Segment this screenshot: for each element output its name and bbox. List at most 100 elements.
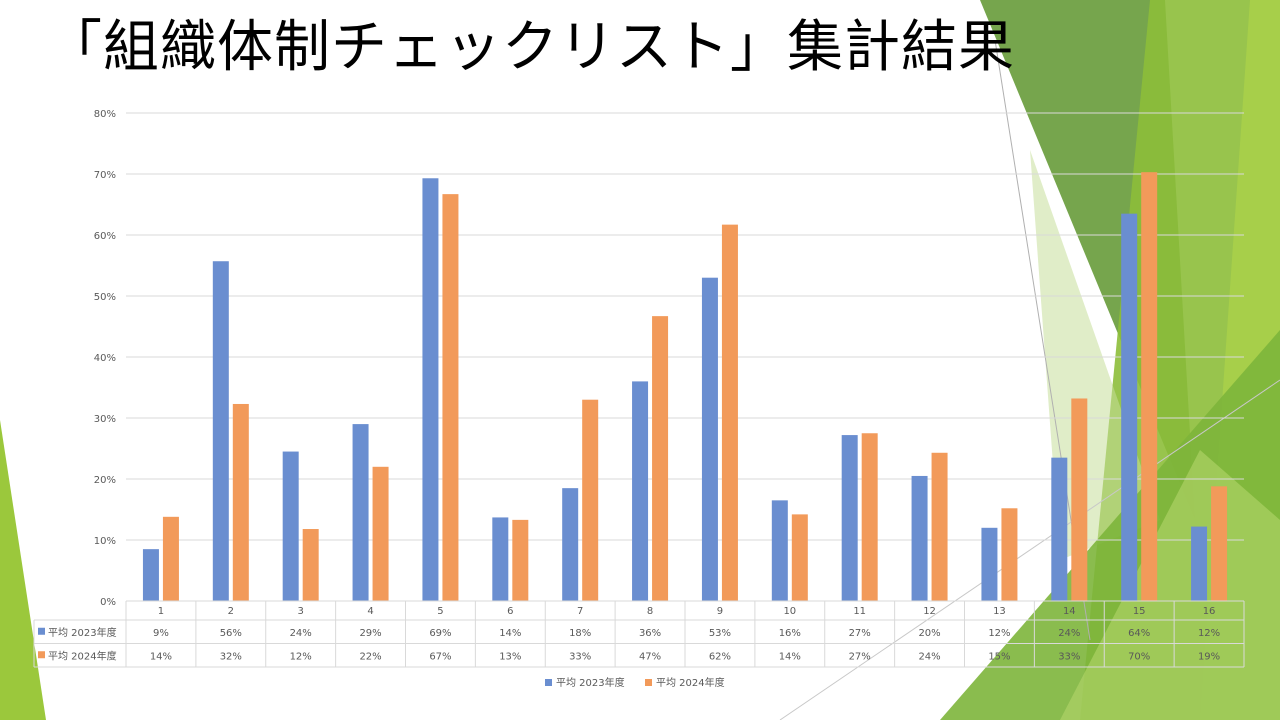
table-value: 33% <box>1058 651 1080 662</box>
legend-label: 平均 2024年度 <box>656 676 725 689</box>
bar-2024-cat-5 <box>442 194 459 601</box>
bar-2023-cat-11 <box>841 435 858 601</box>
bar-2023-cat-10 <box>771 500 788 601</box>
bar-2024-cat-12 <box>931 452 948 601</box>
table-series-key <box>38 651 45 659</box>
bar-2024-cat-9 <box>721 224 738 601</box>
y-tick-label: 70% <box>94 170 116 181</box>
table-value: 22% <box>359 651 381 662</box>
table-value: 14% <box>150 651 172 662</box>
bar-2023-cat-14 <box>1051 457 1068 601</box>
bar-2024-cat-8 <box>652 316 669 601</box>
table-value: 24% <box>1058 628 1080 639</box>
x-category-label: 9 <box>717 606 723 617</box>
y-tick-label: 20% <box>94 475 116 486</box>
x-category-label: 15 <box>1133 606 1146 617</box>
table-value: 9% <box>153 628 169 639</box>
x-category-label: 12 <box>923 606 936 617</box>
table-value: 16% <box>779 628 801 639</box>
x-category-label: 16 <box>1203 606 1216 617</box>
table-value: 27% <box>849 628 871 639</box>
bar-2023-cat-16 <box>1191 526 1208 601</box>
table-value: 36% <box>639 628 661 639</box>
bar-2023-cat-7 <box>562 488 579 601</box>
legend-swatch <box>645 679 652 686</box>
table-value: 56% <box>220 628 242 639</box>
bar-2024-cat-6 <box>512 519 529 601</box>
x-category-label: 1 <box>158 606 164 617</box>
y-tick-label: 30% <box>94 414 116 425</box>
bar-2024-cat-16 <box>1211 486 1228 601</box>
x-category-label: 2 <box>228 606 234 617</box>
table-value: 70% <box>1128 651 1150 662</box>
bar-2024-cat-2 <box>232 403 249 601</box>
x-category-label: 6 <box>507 606 513 617</box>
x-category-label: 5 <box>437 606 443 617</box>
table-value: 24% <box>918 651 940 662</box>
table-value: 47% <box>639 651 661 662</box>
x-category-label: 11 <box>853 606 866 617</box>
thin-diagonal-line-2 <box>779 379 1280 720</box>
bar-2023-cat-1 <box>142 549 159 601</box>
bar-2024-cat-1 <box>162 516 179 601</box>
table-value: 64% <box>1128 628 1150 639</box>
y-tick-label: 40% <box>94 353 116 364</box>
bar-2023-cat-5 <box>422 178 439 601</box>
table-value: 29% <box>359 628 381 639</box>
bar-2024-cat-13 <box>1001 508 1018 601</box>
bar-2023-cat-13 <box>981 527 998 601</box>
table-value: 15% <box>988 651 1010 662</box>
bar-2023-cat-8 <box>632 381 649 601</box>
table-value: 20% <box>918 628 940 639</box>
y-tick-label: 10% <box>94 536 116 547</box>
legend-swatch <box>545 679 552 686</box>
table-value: 14% <box>499 628 521 639</box>
table-value: 67% <box>429 651 451 662</box>
bar-2024-cat-4 <box>372 466 389 601</box>
bar-2023-cat-6 <box>492 517 509 601</box>
x-category-label: 13 <box>993 606 1006 617</box>
table-value: 24% <box>290 628 312 639</box>
table-series-name: 平均 2024年度 <box>48 649 117 662</box>
x-category-label: 10 <box>783 606 796 617</box>
bar-2024-cat-7 <box>582 399 599 601</box>
table-series-key <box>38 627 45 635</box>
bar-2024-cat-11 <box>861 433 878 601</box>
table-value: 53% <box>709 628 731 639</box>
bar-2024-cat-10 <box>791 514 808 601</box>
table-value: 69% <box>429 628 451 639</box>
table-value: 12% <box>290 651 312 662</box>
table-value: 18% <box>569 628 591 639</box>
table-value: 13% <box>499 651 521 662</box>
legend-label: 平均 2023年度 <box>556 676 625 689</box>
table-value: 12% <box>1198 628 1220 639</box>
bar-2023-cat-15 <box>1121 213 1138 601</box>
table-value: 14% <box>779 651 801 662</box>
x-category-label: 7 <box>577 606 583 617</box>
y-tick-label: 50% <box>94 292 116 303</box>
bar-2023-cat-4 <box>352 424 369 601</box>
bar-2023-cat-9 <box>701 277 718 601</box>
bar-2024-cat-14 <box>1071 398 1088 601</box>
table-value: 19% <box>1198 651 1220 662</box>
bar-2024-cat-3 <box>302 529 319 601</box>
y-tick-label: 0% <box>100 597 116 608</box>
y-tick-label: 60% <box>94 231 116 242</box>
x-category-label: 14 <box>1063 606 1076 617</box>
x-category-label: 4 <box>367 606 373 617</box>
table-series-name: 平均 2023年度 <box>48 626 117 639</box>
table-value: 27% <box>849 651 871 662</box>
y-tick-label: 80% <box>94 109 116 120</box>
bar-2023-cat-12 <box>911 475 928 601</box>
slide-title: 「組織体制チェックリスト」集計結果 <box>46 15 1015 80</box>
x-category-label: 3 <box>298 606 304 617</box>
x-category-label: 8 <box>647 606 653 617</box>
table-value: 12% <box>988 628 1010 639</box>
bar-2023-cat-2 <box>212 261 229 601</box>
table-value: 32% <box>220 651 242 662</box>
bar-2024-cat-15 <box>1141 172 1158 602</box>
bar-2023-cat-3 <box>282 451 299 601</box>
table-value: 33% <box>569 651 591 662</box>
table-value: 62% <box>709 651 731 662</box>
